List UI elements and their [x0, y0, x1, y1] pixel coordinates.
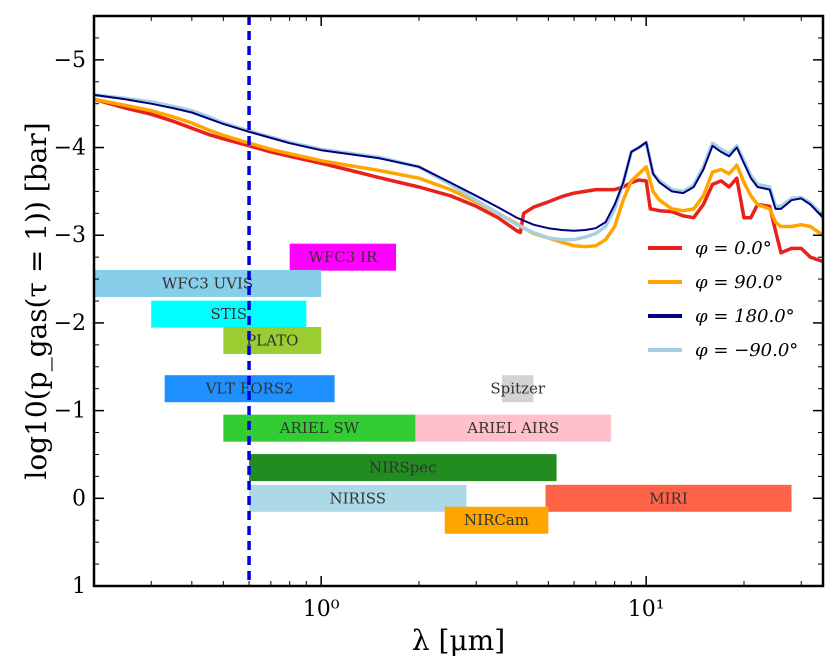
y-tick-label: −5 [54, 48, 86, 73]
band-nirspec [249, 454, 557, 482]
band-label-spitzer: Spitzer [490, 380, 545, 398]
series-lines [93, 93, 825, 264]
series-line-2 [93, 97, 824, 249]
band-label-ariel-sw: ARIEL SW [279, 419, 360, 437]
band-label-wfc3-ir: WFC3 IR [308, 248, 378, 266]
x-tick-label: 10⁰ [303, 597, 340, 622]
y-tick-label: 1 [72, 574, 86, 599]
band-stis [151, 300, 307, 328]
band-label-ariel-airs: ARIEL AIRS [466, 419, 559, 437]
legend-label-3: φ = 180.0° [695, 306, 795, 327]
band-label-nircam: NIRCam [464, 511, 529, 529]
series-line-1 [93, 97, 824, 264]
band-niriss [249, 484, 467, 512]
y-tick-label: −3 [54, 223, 86, 248]
y-axis-label: log10(p_gas(τ = 1)) [bar] [20, 122, 53, 479]
band-label-plato: PLATO [246, 331, 298, 349]
series-line-3 [93, 93, 824, 232]
legend-label-4: φ = −90.0° [695, 340, 798, 361]
y-tick-label: −2 [54, 311, 86, 336]
axis-ticks: −5 −4 −3 −2 −1 0 1 10⁰ 10¹ [54, 16, 823, 622]
band-label-vlt-fors2: VLT FORS2 [205, 380, 294, 398]
band-ariel-sw [223, 414, 416, 442]
y-tick-label: −4 [54, 136, 86, 161]
x-tick-label: 10¹ [628, 597, 665, 622]
band-label-wfc3-uvis: WFC3 UVIS [162, 274, 253, 292]
band-label-nirspec: NIRSpec [369, 459, 437, 477]
band-plato [223, 326, 322, 354]
y-tick-label: 0 [72, 486, 86, 511]
x-axis-label: λ [μm] [412, 624, 505, 657]
y-tick-label: −1 [54, 399, 86, 424]
band-miri [545, 484, 792, 512]
band-label-stis: STIS [211, 305, 247, 323]
legend-label-2: φ = 90.0° [695, 272, 783, 293]
band-nircam [444, 506, 549, 534]
band-label-miri: MIRI [649, 489, 688, 507]
band-spitzer [501, 375, 534, 403]
band-label-niriss: NIRISS [330, 489, 387, 507]
instrument-bands: WFC3 IR WFC3 UVIS STIS PLATO VLT FORS2 Spitze… [94, 243, 792, 534]
band-wfc3-uvis [94, 269, 322, 297]
band-wfc3-ir [289, 243, 397, 271]
legend-label-1: φ = 0.0° [695, 238, 772, 259]
band-ariel-airs [415, 414, 612, 442]
legend: φ = 0.0° φ = 90.0° φ = 180.0° φ = −90.0° [648, 238, 798, 361]
